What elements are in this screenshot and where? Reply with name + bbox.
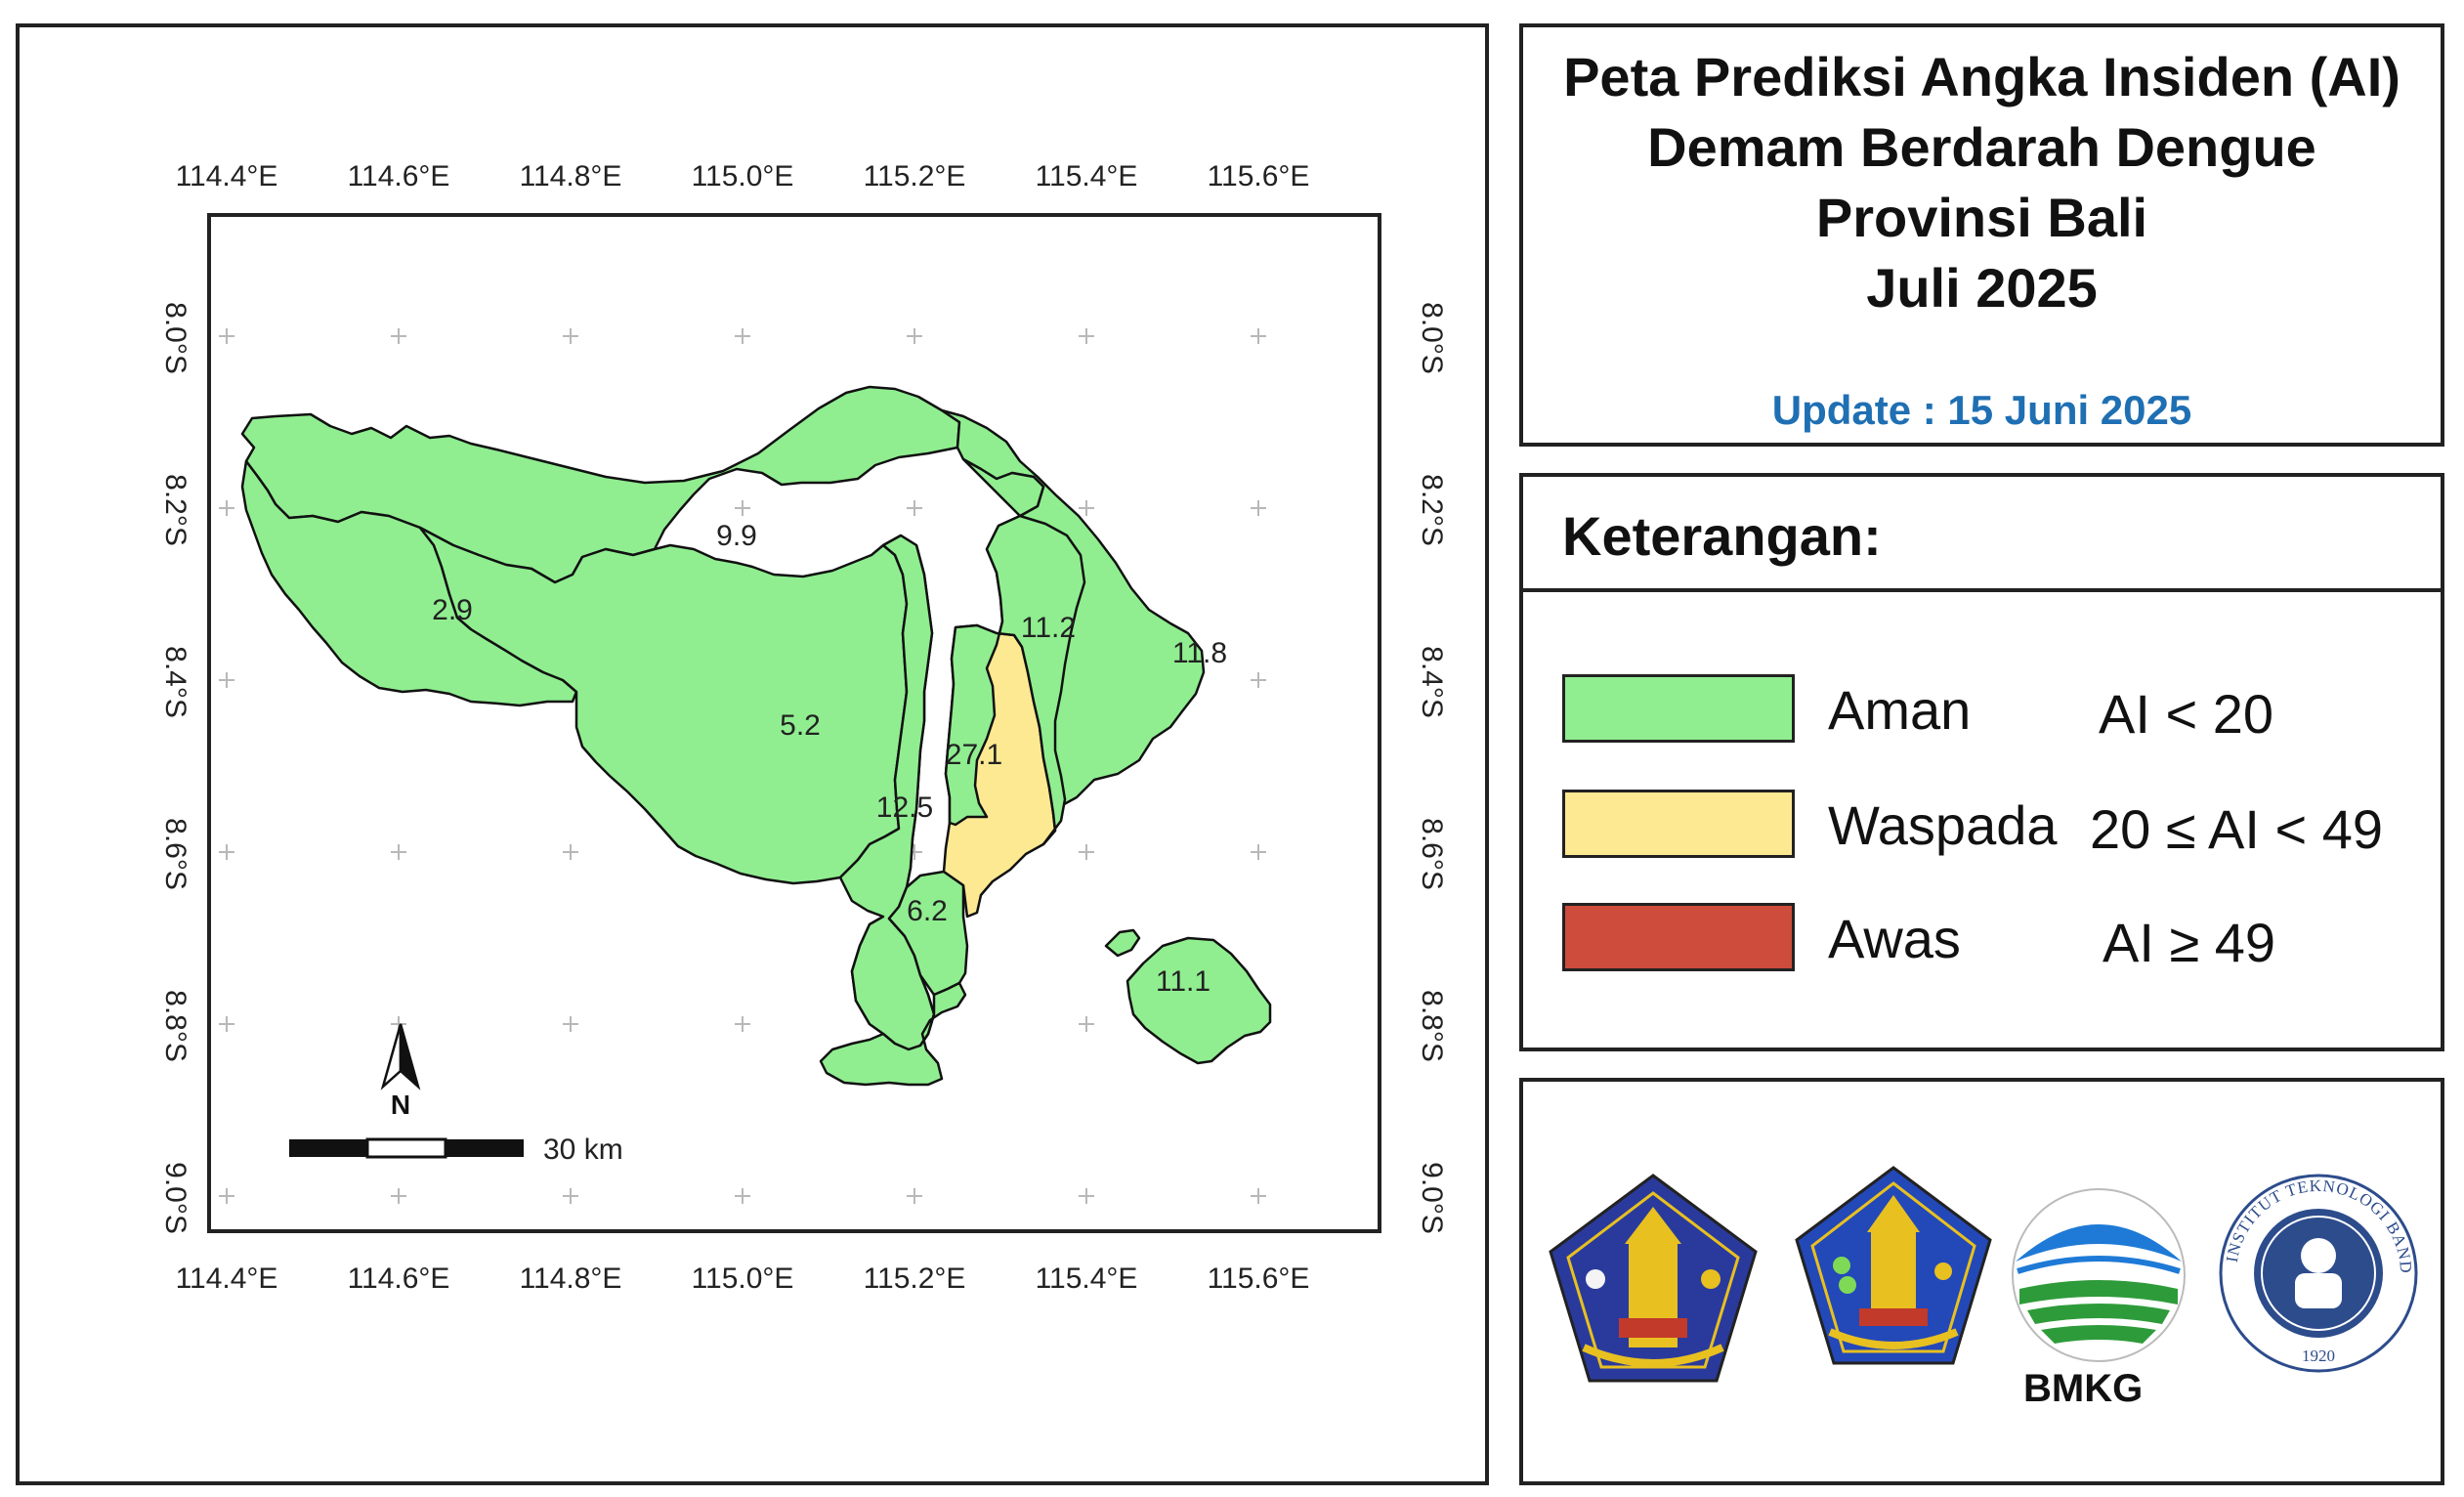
lon-label-top: 115.0°E bbox=[692, 160, 794, 192]
bmkg-logo bbox=[2012, 1188, 2186, 1362]
lon-label-top: 114.4°E bbox=[176, 160, 278, 192]
title-line-2: Demam Berdarah Dengue bbox=[1647, 116, 2316, 178]
label-gianyar: 27.1 bbox=[946, 739, 1002, 771]
lat-label-left: 8.0°S bbox=[159, 302, 191, 374]
legend-swatch-waspada bbox=[1562, 790, 1795, 858]
lat-label-left: 8.4°S bbox=[159, 646, 191, 718]
label-badung: 12.5 bbox=[876, 791, 933, 824]
lat-label-right: 9.0°S bbox=[1416, 1162, 1448, 1234]
lat-label-left: 9.0°S bbox=[159, 1162, 191, 1234]
legend-swatch-awas bbox=[1562, 903, 1795, 971]
region-bangli[interactable] bbox=[944, 457, 1086, 846]
region-badung-south[interactable] bbox=[838, 534, 936, 1051]
bmkg-label: BMKG bbox=[2023, 1367, 2144, 1410]
lat-label-left: 8.6°S bbox=[159, 818, 191, 890]
legend-rule-awas: AI ≥ 49 bbox=[2103, 912, 2276, 973]
map-canvas: 2.9 9.9 5.2 12.5 27.1 11.2 11.8 6.2 11.1… bbox=[159, 160, 1448, 1295]
update-date: Update : 15 Juni 2025 bbox=[1771, 387, 2192, 433]
title-line-4: Juli 2025 bbox=[1866, 257, 2098, 319]
region-tabanan[interactable] bbox=[418, 526, 909, 885]
itb-logo: INSTITUT TEKNOLOGI BANDUNG 1920 bbox=[2217, 1172, 2418, 1373]
map-panel: 2.9 9.9 5.2 12.5 27.1 11.2 11.8 6.2 11.1… bbox=[16, 23, 1489, 1485]
graticule bbox=[219, 328, 1266, 1204]
region-denpasar[interactable] bbox=[887, 870, 969, 997]
title-line-3: Provinsi Bali bbox=[1815, 187, 2148, 248]
lat-label-right: 8.2°S bbox=[1416, 474, 1448, 546]
logo-panel: BMKG INSTITUT TEKNOLOGI BANDUNG 1920 bbox=[1519, 1078, 2444, 1485]
lon-label-bottom: 114.8°E bbox=[520, 1262, 622, 1295]
lat-label-right: 8.4°S bbox=[1416, 646, 1448, 718]
lat-label-right: 8.0°S bbox=[1416, 302, 1448, 374]
legend-header: Keterangan: bbox=[1523, 477, 2441, 592]
legend-panel: Keterangan: Aman AI < 20 Waspada 20 ≤ AI… bbox=[1519, 473, 2444, 1051]
lon-label-top: 114.8°E bbox=[520, 160, 622, 192]
scale-label: 30 km bbox=[543, 1133, 623, 1166]
north-arrow: N bbox=[380, 1023, 421, 1120]
lat-label-right: 8.6°S bbox=[1416, 818, 1448, 890]
region-jembrana[interactable] bbox=[240, 459, 578, 707]
lon-label-bottom: 114.4°E bbox=[176, 1262, 278, 1295]
lon-label-bottom: 115.0°E bbox=[692, 1262, 794, 1295]
scale-bar: 30 km bbox=[289, 1133, 623, 1166]
legend-label-aman: Aman bbox=[1828, 679, 1972, 741]
region-klungkung[interactable] bbox=[1126, 936, 1272, 1065]
lon-label-bottom: 115.4°E bbox=[1036, 1262, 1138, 1295]
label-bangli: 11.2 bbox=[1021, 612, 1076, 644]
lon-label-top: 115.4°E bbox=[1036, 160, 1138, 192]
north-label: N bbox=[391, 1090, 410, 1120]
lon-label-top: 115.2°E bbox=[864, 160, 966, 192]
itb-year: 1920 bbox=[2302, 1347, 2335, 1365]
lat-label-right: 8.8°S bbox=[1416, 990, 1448, 1062]
legend-label-awas: Awas bbox=[1828, 908, 1961, 969]
lon-label-bottom: 115.6°E bbox=[1208, 1262, 1310, 1295]
lon-label-bottom: 115.2°E bbox=[864, 1262, 966, 1295]
label-karangasem: 11.8 bbox=[1172, 637, 1227, 669]
legend-rule-waspada: 20 ≤ AI < 49 bbox=[2090, 798, 2384, 860]
lon-label-bottom: 114.6°E bbox=[348, 1262, 450, 1295]
label-denpasar: 6.2 bbox=[907, 895, 948, 927]
label-buleleng: 9.9 bbox=[716, 520, 757, 552]
lon-label-top: 115.6°E bbox=[1208, 160, 1310, 192]
lon-label-top: 114.6°E bbox=[348, 160, 450, 192]
legend-title: Keterangan: bbox=[1562, 505, 1882, 567]
region-lembongan[interactable] bbox=[1104, 928, 1141, 958]
label-klungkung: 11.1 bbox=[1156, 965, 1211, 998]
region-bukit[interactable] bbox=[819, 981, 967, 1087]
lat-label-left: 8.2°S bbox=[159, 474, 191, 546]
label-tabanan: 5.2 bbox=[780, 709, 821, 742]
lat-label-left: 8.8°S bbox=[159, 990, 191, 1062]
legend-label-waspada: Waspada bbox=[1828, 794, 2058, 856]
bali-province-logo bbox=[1549, 1174, 1758, 1383]
bali-government-logo bbox=[1795, 1166, 1992, 1365]
legend-rule-aman: AI < 20 bbox=[2099, 683, 2274, 745]
label-jembrana: 2.9 bbox=[432, 594, 473, 626]
title-panel: Peta Prediksi Angka Insiden (AI) Demam B… bbox=[1519, 23, 2444, 447]
map-frame bbox=[207, 213, 1381, 1233]
title-line-1: Peta Prediksi Angka Insiden (AI) bbox=[1563, 46, 2400, 107]
legend-swatch-aman bbox=[1562, 674, 1795, 743]
